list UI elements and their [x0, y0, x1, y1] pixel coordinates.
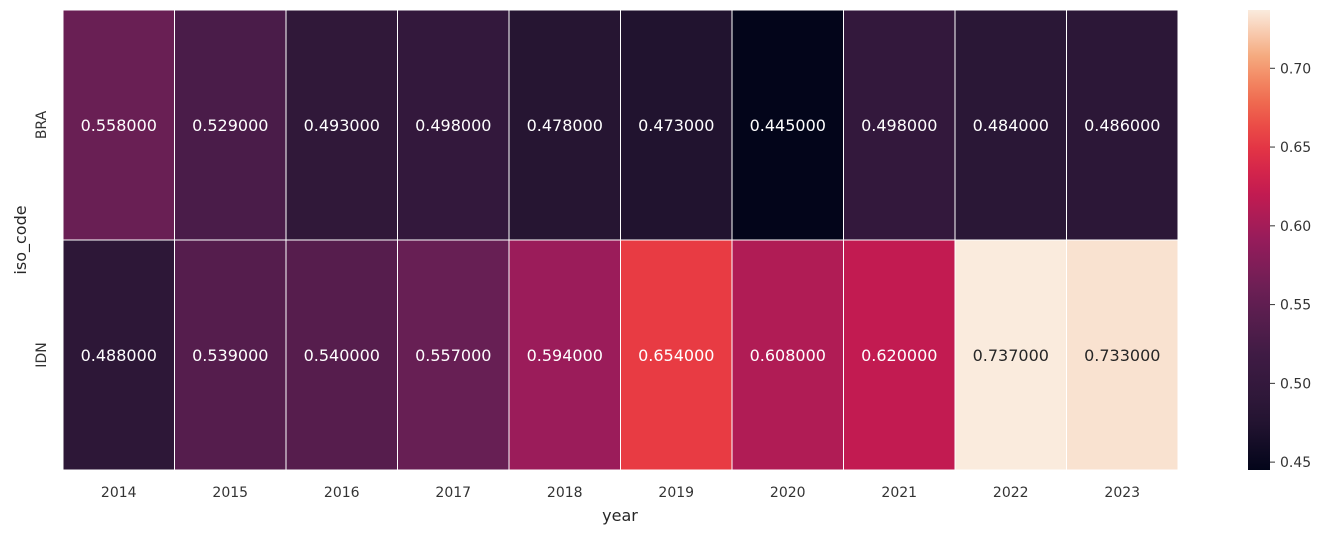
cell-value-label: 0.478000	[527, 116, 603, 135]
x-tick-label: 2023	[1104, 485, 1140, 501]
heatmap-cell-bra-2020	[731, 9, 844, 241]
cell-value-label: 0.484000	[973, 116, 1049, 135]
heatmap-cell-bra-2019	[620, 9, 733, 241]
heatmap-cell-bra-2016	[285, 9, 398, 241]
cell-value-label: 0.557000	[415, 346, 491, 365]
y-tick-label: IDN	[34, 342, 50, 367]
cell-value-label: 0.733000	[1084, 346, 1160, 365]
x-axis-label: year	[602, 506, 638, 525]
x-tick-label: 2020	[770, 485, 806, 501]
heatmap-cell-bra-2014	[62, 9, 175, 241]
heatmap-cell-idn-2015	[174, 239, 287, 471]
x-tick-label: 2018	[547, 485, 583, 501]
x-tick-label: 2019	[658, 485, 694, 501]
cell-value-label: 0.498000	[861, 116, 937, 135]
colorbar-tick-label: 0.65	[1280, 140, 1311, 156]
heatmap-cell-labels: 0.558000 0.529000 0.493000 0.498000 0.478000…	[81, 116, 1161, 365]
heatmap-cells	[62, 9, 1179, 471]
cell-value-label: 0.529000	[192, 116, 268, 135]
colorbar-tick-label: 0.45	[1280, 455, 1311, 471]
x-axis-ticks: 2014 2015 2016 2017 2018 2019 2020 2021 2022 2023	[101, 485, 1140, 501]
heatmap-cell-bra-2023	[1066, 9, 1179, 241]
cell-value-label: 0.594000	[527, 346, 603, 365]
y-axis-label: iso_code	[11, 205, 31, 274]
colorbar-tick-label: 0.60	[1280, 219, 1311, 235]
colorbar-tick-label: 0.50	[1280, 376, 1311, 392]
cell-value-label: 0.558000	[81, 116, 157, 135]
heatmap-cell-bra-2021	[843, 9, 956, 241]
heatmap-cell-idn-2016	[285, 239, 398, 471]
heatmap-cell-idn-2018	[508, 239, 621, 471]
cell-value-label: 0.473000	[638, 116, 714, 135]
cell-value-label: 0.540000	[304, 346, 380, 365]
colorbar-tick-label: 0.70	[1280, 61, 1311, 77]
x-tick-label: 2015	[212, 485, 248, 501]
heatmap-cell-idn-2022	[954, 239, 1067, 471]
x-tick-label: 2017	[435, 485, 471, 501]
cell-value-label: 0.654000	[638, 346, 714, 365]
x-tick-label: 2014	[101, 485, 137, 501]
cell-value-label: 0.486000	[1084, 116, 1160, 135]
x-tick-label: 2022	[993, 485, 1029, 501]
heatmap-cell-idn-2021	[843, 239, 956, 471]
x-tick-label: 2021	[881, 485, 917, 501]
heatmap-cell-idn-2020	[731, 239, 844, 471]
cell-value-label: 0.737000	[973, 346, 1049, 365]
x-tick-label: 2016	[324, 485, 360, 501]
y-axis-ticks: BRA IDN	[34, 110, 50, 367]
heatmap-cell-bra-2017	[397, 9, 510, 241]
cell-value-label: 0.608000	[750, 346, 826, 365]
colorbar-ticks: 0.45 0.50 0.55 0.60 0.65 0.70	[1270, 61, 1311, 471]
heatmap-cell-bra-2015	[174, 9, 287, 241]
cell-value-label: 0.493000	[304, 116, 380, 135]
cell-value-label: 0.488000	[81, 346, 157, 365]
heatmap-cell-bra-2018	[508, 9, 621, 241]
heatmap-cell-idn-2017	[397, 239, 510, 471]
colorbar-tick-label: 0.55	[1280, 298, 1311, 314]
heatmap-cell-idn-2019	[620, 239, 733, 471]
cell-value-label: 0.445000	[750, 116, 826, 135]
y-tick-label: BRA	[34, 110, 50, 139]
cell-value-label: 0.620000	[861, 346, 937, 365]
cell-value-label: 0.498000	[415, 116, 491, 135]
colorbar	[1248, 10, 1270, 470]
heatmap-cell-idn-2023	[1066, 239, 1179, 471]
cell-value-label: 0.539000	[192, 346, 268, 365]
